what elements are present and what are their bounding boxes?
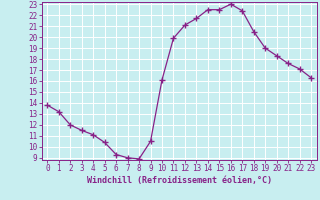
X-axis label: Windchill (Refroidissement éolien,°C): Windchill (Refroidissement éolien,°C): [87, 176, 272, 185]
